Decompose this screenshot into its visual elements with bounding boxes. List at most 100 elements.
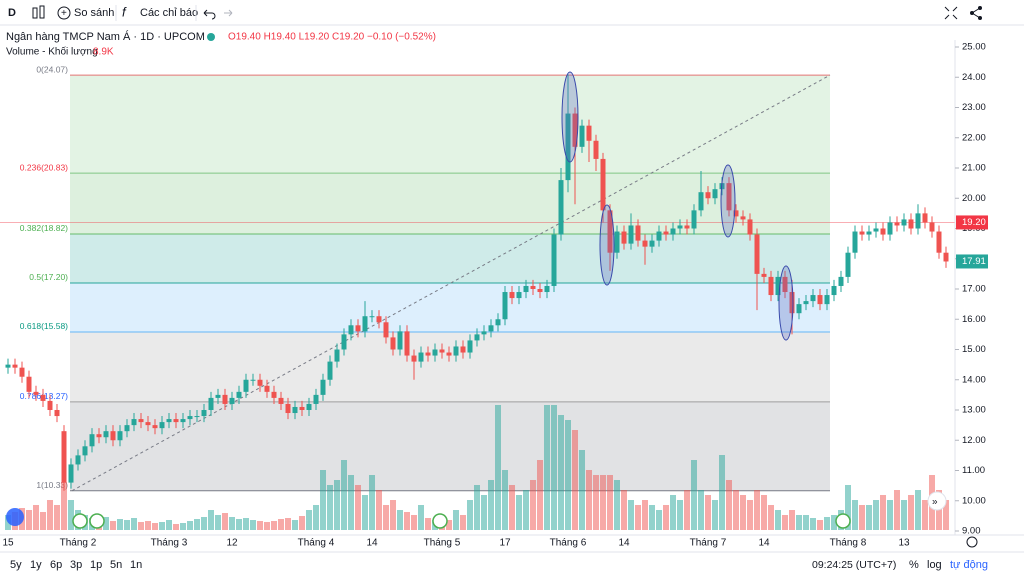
volume-bar: [754, 490, 760, 530]
y-tick-label: 15.00: [962, 344, 986, 355]
price-tag: [956, 215, 988, 230]
volume-bar: [187, 521, 193, 530]
volume-bar: [117, 519, 123, 530]
x-tick-label: 14: [758, 538, 770, 549]
volume-bar: [236, 519, 242, 530]
candle-body: [75, 455, 81, 465]
volume-bar: [621, 490, 627, 530]
candle-body: [677, 225, 683, 229]
volume-legend: Volume - Khối lượng: [6, 46, 98, 58]
volume-bar: [684, 490, 690, 530]
ohlc-values: O19.40 H19.40 L19.20 C19.20 −0.10 (−0.52…: [228, 32, 436, 43]
redo-button[interactable]: [224, 9, 233, 17]
volume-bar: [768, 505, 774, 530]
volume-bar: [201, 517, 207, 530]
candle-body: [782, 276, 788, 293]
candle-body: [467, 340, 473, 353]
compare-button[interactable]: So sánh: [74, 7, 114, 19]
candle-body: [831, 285, 837, 296]
candle-body: [901, 219, 907, 226]
candle-body: [194, 416, 200, 418]
y-tick-label: 10.00: [962, 495, 986, 506]
volume-bar: [173, 524, 179, 530]
candle-body: [439, 349, 445, 353]
volume-bar: [369, 475, 375, 530]
volume-bar: [446, 520, 452, 530]
candle-body: [502, 292, 508, 320]
candle-body: [754, 234, 760, 274]
candle-body: [383, 322, 389, 338]
range-button[interactable]: 1p: [90, 559, 102, 571]
volume-bar: [488, 480, 494, 530]
candle-body: [348, 325, 354, 335]
highlight-ellipse: [599, 204, 615, 286]
settings-button[interactable]: [966, 536, 978, 548]
log-toggle[interactable]: log: [927, 559, 942, 571]
undo-button[interactable]: [203, 9, 216, 20]
fib-zone: [70, 282, 830, 332]
volume-bar: [250, 520, 256, 530]
scroll-button[interactable]: [927, 491, 947, 511]
candle-icon[interactable]: [32, 5, 45, 19]
volume-bar: [355, 485, 361, 530]
symbol-button[interactable]: D: [8, 7, 16, 19]
event-marker: [835, 513, 851, 529]
range-button[interactable]: 1n: [130, 559, 142, 571]
candle-body: [5, 364, 11, 368]
candle-body: [187, 416, 193, 420]
volume-bar: [565, 420, 571, 530]
range-button[interactable]: 3p: [70, 559, 82, 571]
volume-bar: [502, 470, 508, 530]
candle-body: [229, 397, 235, 404]
y-tick-label: 14.00: [962, 374, 986, 385]
auto-toggle[interactable]: tự động: [950, 559, 988, 571]
volume-bar: [243, 518, 249, 530]
indicators-button[interactable]: Các chỉ báo: [140, 7, 198, 19]
candle-body: [866, 231, 872, 235]
candle-body: [460, 346, 466, 353]
scroll-icon: »: [932, 497, 938, 508]
range-button[interactable]: 6p: [50, 559, 62, 571]
candle-body: [26, 376, 32, 392]
y-tick-label: 23.00: [962, 102, 986, 113]
volume-bar: [803, 515, 809, 530]
compare-icon[interactable]: [57, 6, 71, 20]
volume-bar: [152, 523, 158, 530]
volume-bar: [292, 520, 298, 530]
volume-bar: [166, 520, 172, 530]
range-buttons: 5y 1y 6p 3p 1p 5n 1n: [10, 559, 142, 571]
volume-bar: [796, 515, 802, 530]
volume-bar: [761, 495, 767, 530]
fib-zone: [70, 75, 830, 174]
volume-bar: [285, 518, 291, 530]
candle-body: [908, 219, 914, 229]
y-tick-label: 17.00: [962, 284, 986, 295]
volume-bar: [789, 510, 795, 530]
price-tag-label: 19.20: [962, 217, 986, 228]
indicator-icon[interactable]: f: [122, 4, 127, 19]
candle-body: [859, 231, 865, 235]
candle-body: [684, 225, 690, 229]
candle-body: [131, 419, 137, 426]
volume-bar: [663, 505, 669, 530]
candle-body: [327, 361, 333, 380]
candle-body: [747, 219, 753, 235]
range-button[interactable]: 5y: [10, 559, 22, 571]
range-button[interactable]: 1y: [30, 559, 42, 571]
clock: 09:24:25 (UTC+7): [812, 559, 896, 571]
candle-body: [166, 419, 172, 423]
candle-body: [180, 419, 186, 423]
candle-body: [922, 213, 928, 223]
volume-bar: [530, 480, 536, 530]
candle-body: [614, 231, 620, 253]
candle-body: [334, 349, 340, 362]
percent-toggle[interactable]: %: [909, 559, 919, 571]
x-tick-label: 13: [898, 538, 910, 549]
candle-body: [929, 222, 935, 232]
share-button[interactable]: [970, 6, 982, 20]
logo: [6, 508, 24, 526]
fullscreen-button[interactable]: [944, 6, 958, 20]
range-button[interactable]: 5n: [110, 559, 122, 571]
